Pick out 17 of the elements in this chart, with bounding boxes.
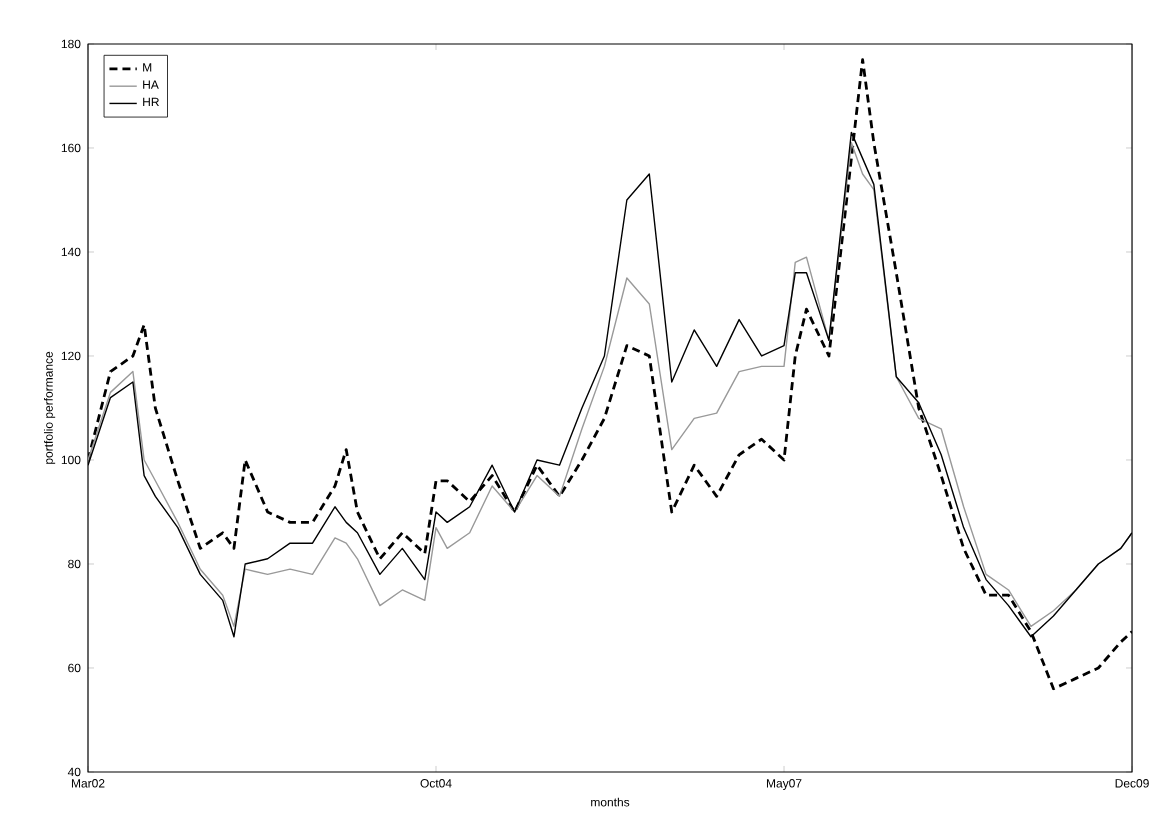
y-tick-label: 40: [67, 767, 81, 777]
y-axis-title: portfolio performance: [43, 351, 56, 464]
x-axis-title: months: [591, 797, 630, 807]
y-tick-label: 60: [68, 663, 81, 673]
x-tick-label: Mar02: [71, 779, 105, 788]
x-tick-label: May07: [766, 779, 802, 790]
y-tick-label: 100: [61, 455, 81, 465]
legend-label: M: [143, 63, 152, 72]
legend-label: HA: [143, 80, 159, 89]
y-tick-label: 180: [61, 39, 81, 49]
y-tick-label: 160: [61, 143, 81, 153]
legend-label: HR: [143, 97, 159, 107]
y-tick-label: 120: [61, 351, 81, 361]
y-tick-label: 140: [61, 247, 81, 257]
y-tick-label: 80: [68, 559, 81, 569]
x-tick-label: Dec09: [1115, 779, 1149, 788]
x-tick-label: Oct04: [420, 779, 452, 788]
